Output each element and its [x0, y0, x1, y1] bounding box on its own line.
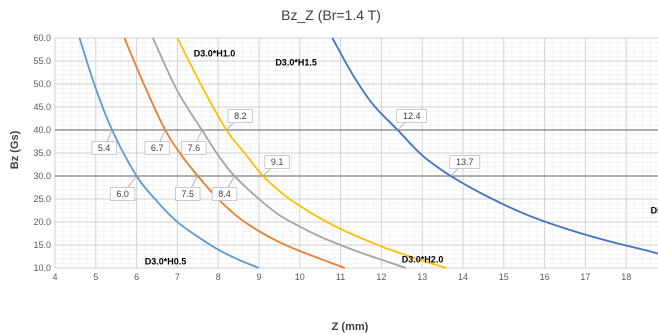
x-tick-label: 4 [52, 272, 57, 282]
y-tick-label: 30.0 [33, 171, 51, 181]
series-label: D3.0*H2.0 [402, 254, 444, 264]
annotation-box [449, 155, 481, 169]
x-tick-label: 10 [295, 272, 305, 282]
y-tick-label: 35.0 [33, 148, 51, 158]
reference-lines [55, 129, 658, 177]
y-axis-label: Bz (Gs) [9, 130, 21, 169]
annotation-box [227, 109, 254, 123]
annotation-box [211, 187, 238, 201]
x-tick-label: 9 [256, 272, 261, 282]
series-line-d3-0-h2-0 [176, 37, 447, 269]
series-label: D3.0*H1.5 [275, 58, 317, 68]
x-tick-label: 11 [336, 272, 345, 282]
series-line-d3-0-h1-0 [123, 37, 346, 269]
annotation-label: 13.7 [456, 157, 474, 167]
x-tick-label: 12 [376, 272, 386, 282]
x-tick-label: 18 [621, 272, 631, 282]
y-tick-label: 55.0 [33, 56, 51, 66]
y-tick-label: 10.0 [33, 263, 51, 273]
x-tick-label: 5 [93, 272, 98, 282]
annotation-label: 7.6 [188, 143, 201, 153]
x-tick-label: 17 [580, 272, 590, 282]
series-labels: D3.0*H0.5 D3.0*H1.0 D3.0*H1.5 D3.0*H2.0 D5.6… [145, 48, 658, 266]
annotation-box [396, 109, 428, 123]
series-lines [78, 37, 658, 269]
y-tick-label: 40.0 [33, 125, 51, 135]
value-annotations: 5.4 6.7 7.6 8.2 12.4 6.0 7.5 8.4 9.1 13.7 [91, 109, 481, 201]
y-tick-label: 25.0 [33, 194, 51, 204]
annotation-label: 8.2 [234, 111, 247, 121]
chart-title: Bz_Z (Br=1.4 T) [281, 7, 381, 23]
x-tick-label: 8 [216, 272, 221, 282]
y-tick-label: 60.0 [33, 33, 51, 43]
series-line-d5-6-h1-8 [331, 37, 658, 255]
annotation-label: 12.4 [403, 111, 421, 121]
series-label: D3.0*H1.0 [194, 48, 236, 58]
annotation-label: 6.7 [151, 143, 164, 153]
annotation-box [91, 141, 117, 155]
series-label: D3.0*H0.5 [145, 256, 187, 266]
x-tick-label: 14 [458, 272, 468, 282]
annotation-box [109, 187, 136, 201]
y-tick-label: 50.0 [33, 79, 51, 89]
x-tick-label: 16 [540, 272, 550, 282]
annotation-label: 8.4 [218, 189, 231, 199]
axis-ticks: 4 5 6 7 8 9 10 11 12 13 14 15 16 17 18 10.0 15.0 20.0 25.0… [33, 33, 631, 282]
y-tick-label: 15.0 [33, 240, 51, 250]
y-tick-label: 20.0 [33, 217, 51, 227]
x-tick-label: 15 [499, 272, 509, 282]
series-label: D5.6*H1.8 [651, 206, 658, 216]
x-tick-label: 6 [134, 272, 139, 282]
annotation-label: 7.5 [182, 189, 195, 199]
annotation-box [175, 187, 201, 201]
annotation-box [181, 141, 207, 155]
x-tick-label: 7 [175, 272, 180, 282]
x-tick-label: 13 [417, 272, 427, 282]
x-axis-label: Z (mm) [332, 321, 369, 333]
series-line-d3-0-h1-5 [152, 37, 407, 269]
annotation-label: 6.0 [116, 189, 129, 199]
annotation-box [144, 141, 170, 155]
series-line-d3-0-h0-5 [78, 37, 260, 269]
annotation-label: 9.1 [271, 157, 284, 167]
annotation-label: 5.4 [98, 143, 111, 153]
annotation-box [264, 155, 290, 169]
y-tick-label: 45.0 [33, 102, 51, 112]
